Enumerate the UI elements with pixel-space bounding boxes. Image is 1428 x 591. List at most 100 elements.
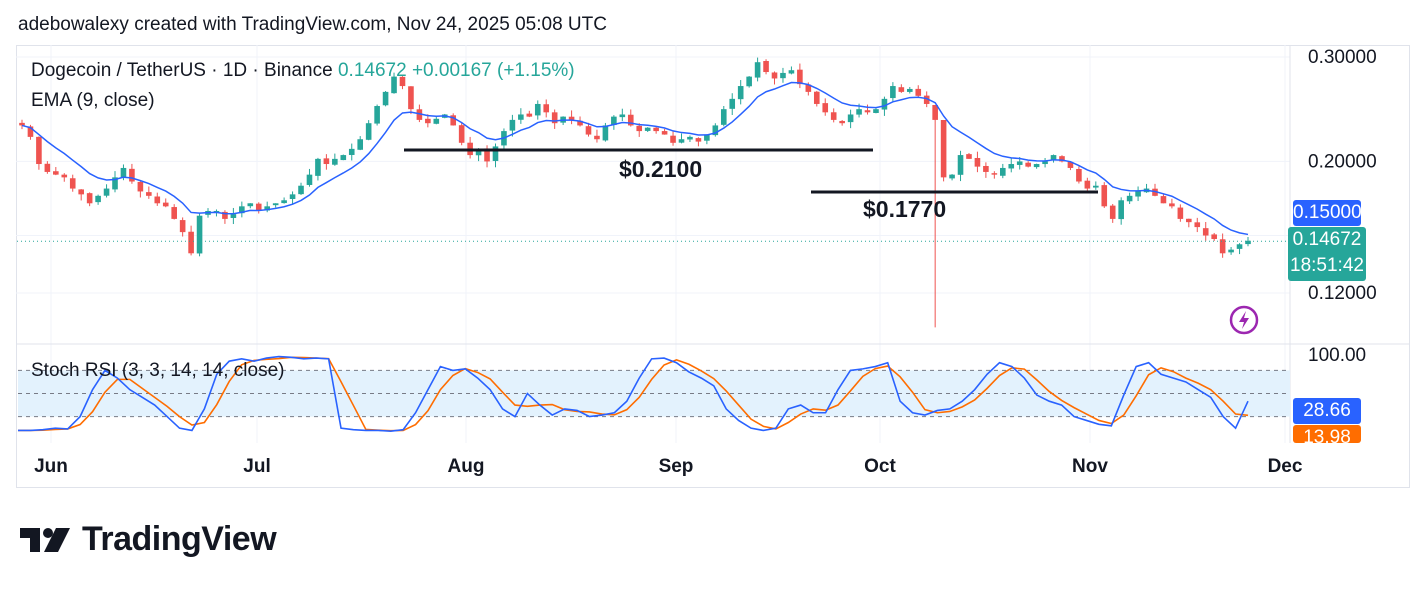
candle-body bbox=[365, 123, 372, 140]
candle-body bbox=[61, 174, 68, 178]
candle-body bbox=[374, 106, 380, 124]
candle-body bbox=[154, 196, 161, 204]
candle-body bbox=[957, 155, 964, 175]
candle-body bbox=[332, 158, 338, 165]
candle-body bbox=[188, 231, 194, 254]
x-tick-label-nov: Nov bbox=[1072, 456, 1108, 477]
candle-body bbox=[1236, 244, 1243, 249]
candle-body bbox=[425, 118, 431, 124]
candle-body bbox=[1186, 218, 1192, 223]
annotation-0-2100: $0.2100 bbox=[619, 156, 703, 182]
candle-body bbox=[272, 203, 279, 206]
candle-body bbox=[348, 148, 355, 155]
candle-body bbox=[1202, 228, 1209, 236]
candle-body bbox=[264, 206, 270, 211]
candle-body bbox=[1008, 164, 1015, 169]
candle-body bbox=[543, 104, 550, 113]
candle-body bbox=[475, 148, 482, 156]
candle-body bbox=[146, 192, 152, 196]
ema-legend[interactable]: EMA (9, close) bbox=[31, 90, 155, 111]
candle-body bbox=[619, 114, 626, 118]
candle-body bbox=[1101, 185, 1108, 207]
candle-body bbox=[636, 125, 643, 132]
candle-body bbox=[281, 200, 287, 204]
candle-body bbox=[653, 127, 659, 132]
candle-body bbox=[95, 195, 101, 203]
candle-body bbox=[847, 114, 854, 123]
candle-body bbox=[644, 127, 651, 131]
rsi-d-tag: 13.98 bbox=[1293, 425, 1361, 443]
candle-body bbox=[289, 194, 296, 200]
candle-body bbox=[78, 189, 84, 195]
candle-body bbox=[171, 207, 177, 219]
candle-body bbox=[492, 146, 499, 161]
candle-body bbox=[112, 177, 118, 190]
candle-body bbox=[323, 158, 330, 165]
candle-body bbox=[196, 215, 203, 254]
legend-price: 0.14672 bbox=[337, 60, 407, 81]
candle-body bbox=[1042, 161, 1048, 165]
candle-body bbox=[813, 91, 820, 104]
candle-body bbox=[1219, 239, 1226, 254]
rsi-axis-label: 100.00 bbox=[1308, 345, 1366, 366]
candle-body bbox=[86, 193, 93, 204]
x-tick-label-dec: Dec bbox=[1268, 456, 1303, 477]
candle-body bbox=[382, 91, 389, 106]
candle-body bbox=[484, 148, 490, 162]
candle-body bbox=[873, 109, 879, 113]
stoch-rsi-d-line bbox=[18, 356, 1249, 432]
flash-icon[interactable] bbox=[1229, 305, 1259, 335]
candle-body bbox=[137, 181, 144, 192]
candle-body bbox=[1109, 205, 1116, 219]
candle-body bbox=[805, 84, 812, 92]
x-tick-label-aug: Aug bbox=[448, 456, 485, 477]
y-tick-label-0: 0.30000 bbox=[1308, 47, 1377, 68]
rsi-k-tag: 28.66 bbox=[1293, 398, 1361, 424]
candle-body bbox=[627, 114, 634, 126]
symbol-legend[interactable]: Dogecoin / TetherUS · 1D · Binance 0.146… bbox=[31, 60, 575, 82]
candle-body bbox=[1135, 191, 1141, 197]
candle-body bbox=[932, 105, 938, 120]
candle-body bbox=[890, 86, 896, 99]
candle-body bbox=[983, 165, 989, 172]
candle-body bbox=[1177, 207, 1184, 219]
candle-body bbox=[1084, 180, 1091, 189]
candle-body bbox=[53, 171, 59, 175]
candle-body bbox=[788, 70, 795, 74]
candle-body bbox=[19, 122, 25, 126]
candle-body bbox=[534, 103, 541, 116]
candle-body bbox=[1169, 203, 1175, 207]
candle-body bbox=[1050, 155, 1057, 161]
candle-body bbox=[678, 139, 685, 143]
candle-body bbox=[458, 125, 465, 143]
candle-body bbox=[915, 88, 922, 96]
tradingview-logo-text: TradingView bbox=[82, 520, 277, 558]
candle-body bbox=[399, 76, 406, 87]
stoch-rsi-legend[interactable]: Stoch RSI (3, 3, 14, 14, close) bbox=[31, 360, 285, 381]
candle-body bbox=[577, 120, 583, 126]
candle-body bbox=[1160, 196, 1167, 204]
symbol-name[interactable]: Dogecoin / TetherUS · 1D · Binance bbox=[31, 60, 333, 81]
candle-body bbox=[594, 135, 600, 140]
candle-body bbox=[518, 114, 524, 120]
chart-frame[interactable] bbox=[16, 45, 1410, 488]
candle-body bbox=[36, 136, 42, 165]
candle-body bbox=[1016, 161, 1023, 165]
candle-body bbox=[408, 86, 414, 110]
candle-body bbox=[1025, 162, 1031, 167]
last-price-tag: 0.14672 18:51:42 bbox=[1288, 227, 1366, 281]
candle-body bbox=[839, 120, 845, 124]
candle-body bbox=[509, 119, 516, 131]
candle-body bbox=[306, 174, 313, 185]
candle-body bbox=[898, 87, 905, 92]
candle-body bbox=[704, 134, 710, 141]
y-tick-label-2: 0.12000 bbox=[1308, 283, 1377, 304]
candle-body bbox=[729, 98, 736, 109]
candle-body bbox=[213, 210, 220, 212]
candle-body bbox=[585, 126, 592, 135]
candle-body bbox=[695, 138, 702, 142]
tradingview-logo[interactable]: TradingView bbox=[20, 520, 277, 559]
candle-body bbox=[1059, 156, 1065, 162]
candle-body bbox=[661, 131, 668, 135]
